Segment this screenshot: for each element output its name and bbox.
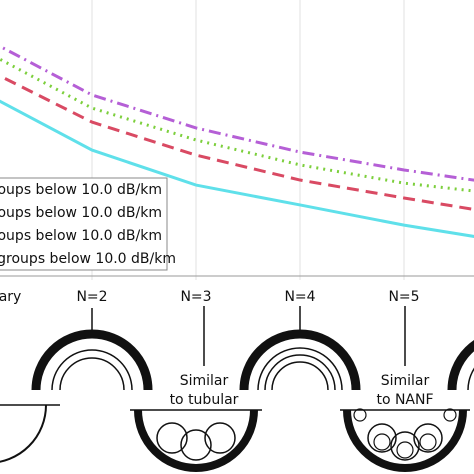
plot-area xyxy=(0,0,474,280)
capillary xyxy=(367,423,397,453)
fiber-sketch xyxy=(51,349,133,391)
capillary xyxy=(419,433,437,451)
annotation: to tubular xyxy=(170,392,239,408)
fiber-sketch xyxy=(0,404,47,463)
x-tick-label: N=2 xyxy=(76,289,107,305)
x-tick-label: N=3 xyxy=(180,289,211,305)
fiber-sketch xyxy=(447,340,474,391)
fiber-sketch xyxy=(134,409,258,472)
x-tick-label: ary xyxy=(0,289,21,305)
fiber-sketch xyxy=(467,367,474,391)
fiber-sketch xyxy=(59,357,125,391)
fiber-sketch xyxy=(239,329,361,391)
fiber-sketch xyxy=(31,329,153,391)
capillary xyxy=(390,431,420,461)
capillary xyxy=(353,408,367,422)
capillary xyxy=(396,441,414,459)
series-line xyxy=(0,99,474,238)
x-tick-label: N=4 xyxy=(284,289,315,305)
capillary xyxy=(180,429,212,461)
diagrams xyxy=(0,306,474,472)
fiber-sketch xyxy=(343,409,467,472)
annotation: Similar xyxy=(381,373,430,389)
capillary xyxy=(373,433,391,451)
series-line xyxy=(0,44,474,182)
capillary xyxy=(204,422,236,454)
fiber-sketch xyxy=(257,347,343,391)
legend-label: groups below 10.0 dB/km xyxy=(0,205,162,221)
x-tick-label: N=5 xyxy=(388,289,419,305)
legend-label: groups below 10.0 dB/km xyxy=(0,228,162,244)
legend: groups below 10.0 dB/km groups below 10.0… xyxy=(0,177,176,271)
legend-label: groups below 10.0 dB/km xyxy=(0,182,162,198)
capillary xyxy=(443,408,457,422)
annotation: Similar xyxy=(180,373,229,389)
capillary xyxy=(413,423,443,453)
legend-label: groups below 10.0 dB/km xyxy=(0,251,176,267)
capillary xyxy=(156,422,188,454)
fiber-sketch xyxy=(264,354,336,391)
legend-box xyxy=(0,177,168,271)
series-line xyxy=(0,74,474,211)
fiber-sketch xyxy=(271,361,329,391)
annotation: to NANF xyxy=(376,392,433,408)
series-line xyxy=(0,57,474,193)
